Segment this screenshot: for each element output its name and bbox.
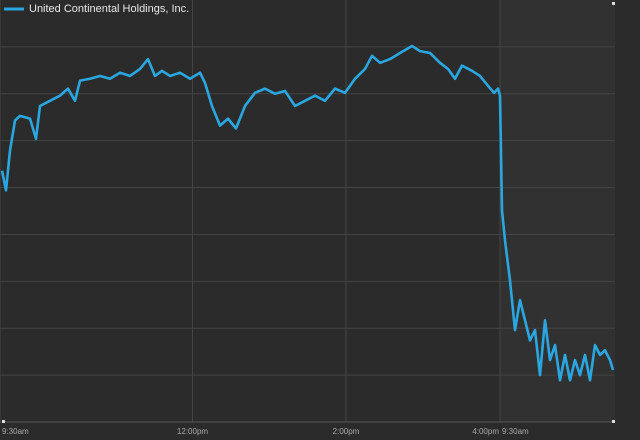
next-session-shade <box>500 0 615 422</box>
x-tick-label: 2:00pm <box>333 427 360 436</box>
x-tick-label: 9:30am <box>502 427 529 436</box>
price-line <box>0 44 615 382</box>
corner-marker <box>612 420 615 423</box>
corner-marker <box>612 2 615 5</box>
legend-label: United Continental Holdings, Inc. <box>29 3 189 15</box>
x-tick-label: 12:00pm <box>177 427 208 436</box>
corner-marker <box>2 420 5 423</box>
x-tick-label: 9:30am <box>2 427 29 436</box>
x-tick-label: 4:00pm <box>472 427 499 436</box>
plot-area: 9:30am 12:00pm 2:00pm 4:00pm 9:30am <box>0 0 615 436</box>
